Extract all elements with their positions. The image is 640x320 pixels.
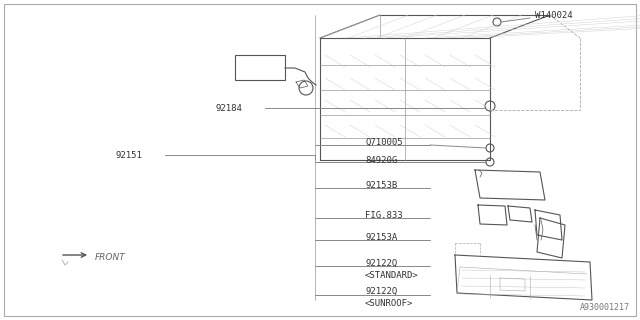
Text: <SUNROOF>: <SUNROOF> (365, 300, 413, 308)
Text: 92184: 92184 (215, 103, 242, 113)
Text: Q710005: Q710005 (365, 138, 403, 147)
Text: 92122Q: 92122Q (365, 286, 397, 295)
Text: 92151: 92151 (115, 150, 142, 159)
Text: 92153B: 92153B (365, 180, 397, 189)
Text: 84920G: 84920G (365, 156, 397, 164)
Text: A930001217: A930001217 (580, 303, 630, 312)
Text: 92153A: 92153A (365, 233, 397, 242)
Text: <STANDARD>: <STANDARD> (365, 271, 419, 281)
Text: W140024: W140024 (535, 11, 573, 20)
Text: FRONT: FRONT (95, 253, 125, 262)
Text: FIG.833: FIG.833 (365, 211, 403, 220)
Bar (235, 55, 285, 80)
Text: 92122Q: 92122Q (365, 259, 397, 268)
